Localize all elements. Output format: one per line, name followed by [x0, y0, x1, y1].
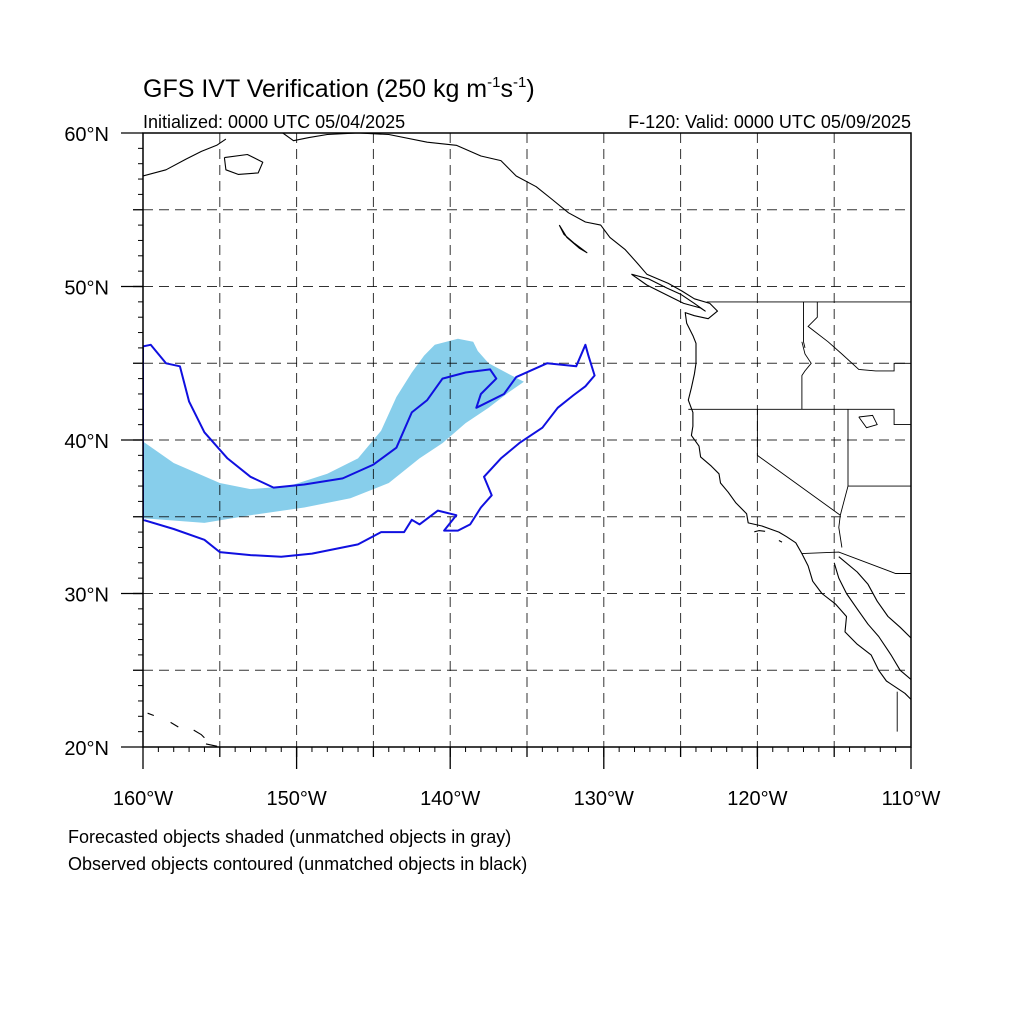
map-title: GFS IVT Verification (250 kg m-1s-1) [143, 74, 535, 103]
lake-outline [858, 414, 878, 429]
coastline [147, 712, 154, 717]
lat-tick-label: 60°N [64, 124, 109, 146]
state-border [807, 301, 911, 372]
note-observed-contours: Observed objects contoured (unmatched ob… [68, 854, 527, 874]
lat-tick-label: 30°N [64, 585, 109, 607]
lat-tick-label: 20°N [64, 738, 109, 760]
coastline [143, 138, 227, 177]
state-border [801, 341, 812, 410]
graticule-grid [143, 133, 911, 747]
state-border [801, 551, 911, 574]
lon-tick-label: 140°W [420, 788, 480, 810]
state-border [803, 301, 806, 349]
note-forecast-shading: Forecasted objects shaded (unmatched obj… [68, 827, 511, 847]
lat-tick-label: 40°N [64, 431, 109, 453]
coastline [282, 133, 911, 700]
political-borders-layer [688, 301, 911, 732]
lon-tick-label: 120°W [727, 788, 787, 810]
coastline [838, 556, 911, 639]
observed-ivt-contour [143, 343, 596, 558]
coastline [833, 562, 911, 680]
title-unit-s: s [500, 75, 513, 103]
lon-tick-label: 130°W [574, 788, 634, 810]
axis-tick-labels: 160°W 150°W 140°W 130°W 120°W 110°W 20°N 30°N 40… [64, 124, 940, 810]
coastline [631, 273, 706, 312]
subtitle-valid-time: F-120: Valid: 0000 UTC 05/09/2025 [628, 112, 911, 132]
title-exponent-m: -1 [487, 74, 500, 91]
forecast-objects-layer [143, 338, 524, 523]
subtitle-initialized: Initialized: 0000 UTC 05/04/2025 [143, 112, 405, 132]
title-exponent-s: -1 [513, 74, 526, 91]
lon-tick-label: 150°W [266, 788, 326, 810]
state-border [756, 409, 841, 516]
lat-tick-label: 50°N [64, 278, 109, 300]
title-main: GFS IVT Verification (250 kg m [143, 75, 487, 103]
forecast-ivt-object [143, 338, 524, 523]
coastline [223, 153, 264, 175]
plot-area [143, 133, 911, 747]
coastline [754, 530, 766, 533]
observed-objects-layer [143, 343, 596, 558]
coastline [193, 729, 205, 739]
coastline [205, 743, 218, 747]
axis-ticks [121, 132, 912, 769]
state-border [838, 409, 849, 548]
title-close: ) [526, 75, 534, 103]
coastline [170, 721, 179, 728]
lon-tick-label: 110°W [882, 788, 941, 810]
coastline [558, 224, 588, 254]
coastline-layer [143, 133, 911, 747]
coastline [778, 540, 783, 543]
state-border [688, 408, 911, 426]
lon-tick-label: 160°W [113, 788, 173, 810]
